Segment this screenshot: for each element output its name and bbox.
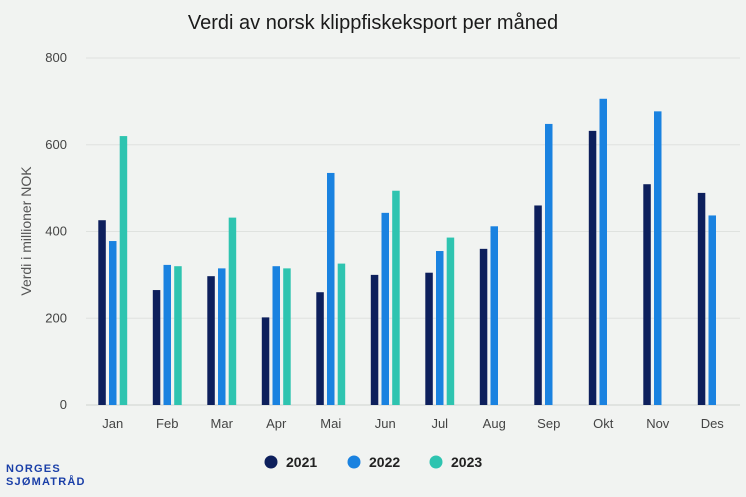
bar-feb-2023: [174, 266, 182, 405]
logo-line-2: SJØMATRÅD: [6, 476, 86, 488]
bar-apr-2023: [283, 268, 291, 405]
x-tick-label-jun: Jun: [375, 416, 396, 431]
bar-apr-2022: [272, 266, 280, 405]
x-tick-labels: Jan Feb Mar Apr Mai Jun Jul Aug Sep Okt Nov Des: [102, 416, 724, 431]
bar-jun-2021: [370, 274, 379, 405]
bar-mai-2023: [337, 263, 346, 405]
x-tick-label-mai: Mai: [320, 416, 341, 431]
bar-mar-2022: [218, 268, 226, 405]
bar-mai-2022: [327, 172, 335, 405]
bar-mai-2021: [316, 292, 324, 405]
x-tick-label-feb: Feb: [156, 416, 178, 431]
bar-sep-2021: [534, 205, 542, 405]
y-axis-label: Verdi i millioner NOK: [18, 166, 34, 296]
norges-sjomatrad-logo: NORGES SJØMATRÅD: [6, 463, 86, 489]
y-tick-labels: 0 200 400 600 800: [45, 50, 67, 412]
y-tick-label: 600: [45, 137, 67, 152]
x-tick-label-jan: Jan: [102, 416, 123, 431]
bar-sep-2022: [545, 123, 553, 406]
bar-des-2022: [708, 215, 716, 405]
bar-jul-2021: [425, 272, 433, 405]
bar-jan-2023: [119, 136, 128, 405]
bar-mar-2023: [228, 217, 237, 405]
bar-nov-2021: [643, 184, 651, 405]
bar-jun-2023: [392, 190, 400, 405]
x-tick-label-sep: Sep: [537, 416, 560, 431]
chart-title: Verdi av norsk klippfiskeksport per måne…: [188, 12, 558, 34]
legend-label-2021: 2021: [286, 454, 317, 470]
x-tick-label-nov: Nov: [646, 416, 670, 431]
x-tick-label-apr: Apr: [266, 416, 287, 431]
y-tick-label: 800: [45, 50, 67, 65]
bar-apr-2021: [261, 317, 270, 405]
y-tick-label: 400: [45, 224, 67, 239]
bars: [98, 98, 716, 406]
legend-label-2023: 2023: [451, 454, 482, 470]
bar-okt-2022: [599, 98, 607, 406]
bar-aug-2022: [490, 226, 498, 405]
gridlines: [86, 57, 740, 406]
bar-feb-2021: [152, 290, 161, 405]
bar-jul-2023: [446, 237, 455, 405]
x-tick-label-aug: Aug: [483, 416, 506, 431]
bar-feb-2022: [163, 264, 171, 405]
bar-des-2021: [697, 192, 706, 405]
x-tick-label-okt: Okt: [593, 416, 614, 431]
legend-marker-2022: [347, 455, 361, 469]
legend-marker-2023: [429, 455, 443, 469]
bar-jun-2022: [381, 212, 389, 405]
bar-jul-2022: [436, 251, 444, 405]
bar-jan-2021: [98, 220, 106, 405]
legend: 2021 2022 2023: [264, 454, 482, 470]
bar-mar-2021: [207, 276, 215, 405]
bar-aug-2021: [479, 248, 488, 405]
x-tick-label-jul: Jul: [431, 416, 448, 431]
y-tick-label: 0: [60, 397, 67, 412]
x-tick-label-des: Des: [701, 416, 725, 431]
bar-jan-2022: [109, 241, 117, 405]
legend-label-2022: 2022: [369, 454, 400, 470]
logo-line-1: NORGES: [6, 463, 61, 475]
bar-nov-2022: [654, 111, 662, 405]
x-tick-label-mar: Mar: [211, 416, 234, 431]
legend-marker-2021: [264, 455, 278, 469]
y-tick-label: 200: [45, 310, 67, 325]
bar-okt-2021: [588, 130, 597, 405]
